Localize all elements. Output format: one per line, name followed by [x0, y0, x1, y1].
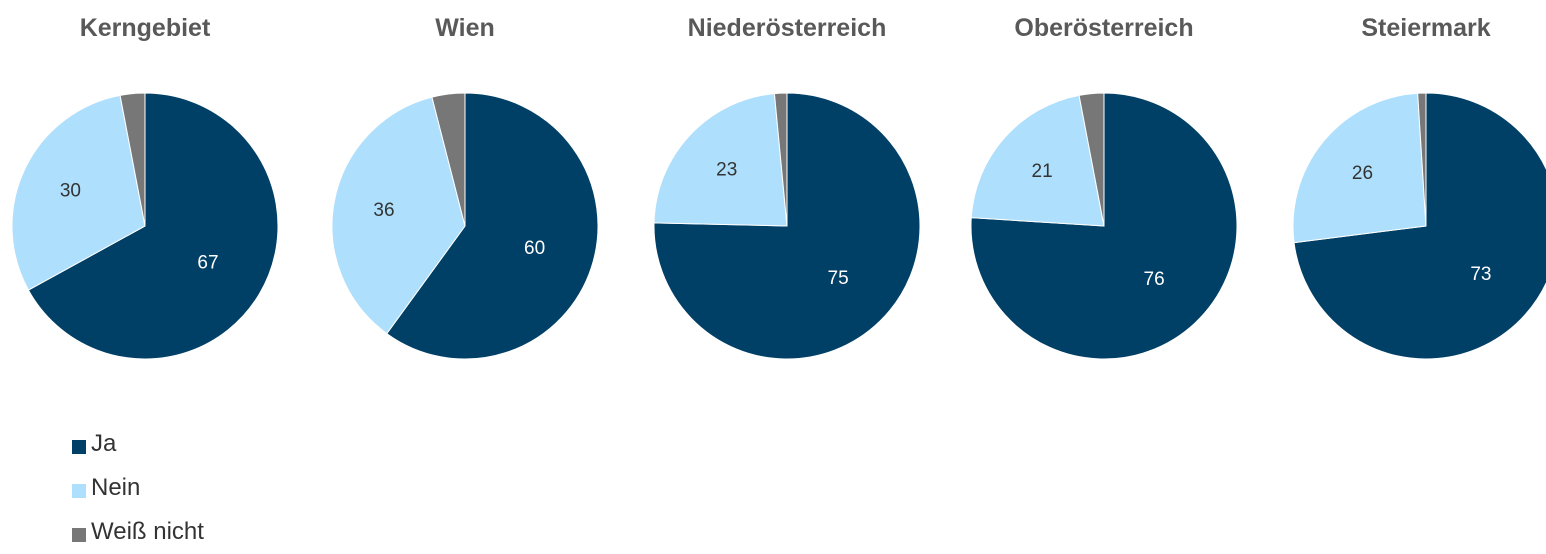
pie-slice-weiss-nicht	[773, 92, 788, 227]
data-label-nein: 26	[1352, 163, 1373, 184]
legend-label: Nein	[91, 474, 141, 501]
pie-slice-nein	[970, 94, 1105, 227]
pie-slice-ja	[386, 92, 599, 360]
data-label-ja: 67	[197, 253, 218, 274]
data-label-ja: 76	[1144, 269, 1165, 290]
legend-label: Weiß nicht	[91, 518, 204, 545]
legend-swatch	[72, 528, 86, 542]
pie-slice-ja	[27, 92, 279, 360]
legend-item-ja: Ja	[72, 422, 204, 466]
legend-label: Ja	[91, 430, 117, 457]
data-label-ja: 75	[828, 268, 849, 289]
pie-chart-oberoesterreich: Oberösterreich 76 21	[970, 14, 1238, 360]
pie-chart-kerngebiet: Kerngebiet 67 30	[11, 14, 279, 360]
chart-title: Steiermark	[1361, 14, 1490, 42]
pie-slice-nein	[653, 93, 788, 227]
data-label-nein: 30	[60, 180, 81, 201]
data-label-nein: 36	[373, 200, 394, 221]
chart-title: Niederösterreich	[688, 14, 887, 42]
data-label-nein: 23	[716, 159, 737, 180]
pie-chart-steiermark: Steiermark 73 26	[1292, 14, 1546, 360]
data-label-ja: 60	[524, 238, 545, 259]
legend-item-nein: Nein	[72, 466, 204, 510]
pie-slice-nein	[11, 94, 146, 291]
chart-title: Oberösterreich	[1014, 14, 1193, 42]
legend: Ja Nein Weiß nicht	[72, 422, 204, 554]
legend-swatch	[72, 440, 86, 454]
chart-title: Kerngebiet	[80, 14, 211, 42]
pie-charts: Kerngebiet 67 30 Wien 60 36 Niederösterreich 75…	[11, 14, 1546, 360]
pie-slice-nein	[331, 96, 466, 335]
data-label-nein: 21	[1032, 161, 1053, 182]
pie-chart-wien: Wien 60 36	[331, 14, 599, 360]
legend-item-weiss-nicht: Weiß nicht	[72, 510, 204, 554]
pie-slice-weiss-nicht	[119, 92, 146, 227]
data-label-ja: 73	[1470, 264, 1491, 285]
pie-slice-nein	[1292, 92, 1427, 244]
pie-slice-ja	[970, 92, 1238, 360]
pie-slice-weiss-nicht	[431, 92, 466, 227]
chart-title: Wien	[435, 14, 495, 42]
legend-swatch	[72, 484, 86, 498]
pie-slice-weiss-nicht	[1417, 92, 1427, 227]
pie-slice-ja	[1293, 92, 1546, 360]
pie-chart-niederoesterreich: Niederösterreich 75 23	[653, 14, 921, 360]
pie-slice-weiss-nicht	[1078, 92, 1105, 227]
